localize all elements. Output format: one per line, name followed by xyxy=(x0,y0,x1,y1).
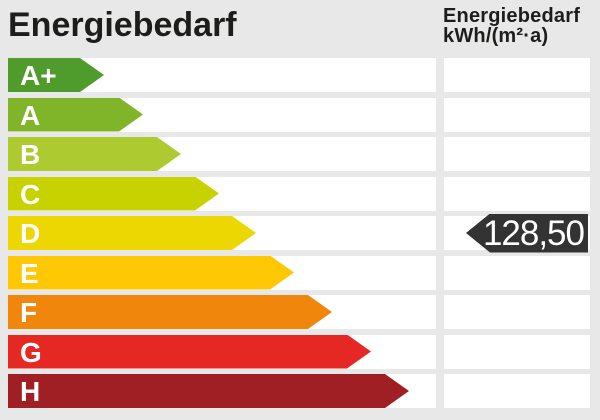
row-value-track xyxy=(443,255,590,290)
rating-grade-label: E xyxy=(20,257,39,289)
rating-row: F xyxy=(8,295,590,329)
rating-arrow: F xyxy=(8,295,332,329)
rating-arrow: D xyxy=(8,216,256,250)
row-value-track xyxy=(443,176,590,211)
rating-row: G xyxy=(8,334,590,369)
rating-grade-label: D xyxy=(20,218,41,249)
rating-arrow: G xyxy=(8,335,371,369)
rating-row: H xyxy=(8,374,590,408)
row-value-track xyxy=(443,374,590,408)
rating-arrow: C xyxy=(8,177,219,211)
rating-row: B xyxy=(8,137,590,171)
unit-header-line1: Energiebedarf xyxy=(443,5,581,27)
row-value-track xyxy=(443,295,590,329)
value-badge-text: 128,50 xyxy=(482,213,585,253)
rating-grade-label: B xyxy=(20,139,41,170)
rating-row: A xyxy=(8,97,590,132)
page-title: Energiebedarf xyxy=(8,6,237,44)
unit-header: Energiebedarf kWh/(m²·a) xyxy=(443,6,580,46)
rating-arrow: A xyxy=(8,98,143,132)
unit-header-line2: kWh/(m²·a) xyxy=(443,25,549,47)
row-value-track xyxy=(443,334,590,369)
value-badge: 128,50 xyxy=(466,213,588,253)
rating-grade-label: C xyxy=(20,178,41,210)
rating-arrow: H xyxy=(8,374,409,408)
rating-row: C xyxy=(8,176,590,211)
row-value-track xyxy=(443,58,590,92)
rating-grade-label: A xyxy=(20,99,41,131)
rating-row: A+ xyxy=(8,58,590,92)
row-value-track xyxy=(443,97,590,132)
rating-grade-label: H xyxy=(20,376,41,407)
rating-arrow: E xyxy=(8,256,294,290)
rating-grade-label: A+ xyxy=(20,60,57,91)
rating-arrow: B xyxy=(8,137,181,171)
rating-grade-label: G xyxy=(20,336,42,368)
rating-row: E xyxy=(8,255,590,290)
rating-grade-label: F xyxy=(20,297,38,328)
row-value-track xyxy=(443,137,590,171)
